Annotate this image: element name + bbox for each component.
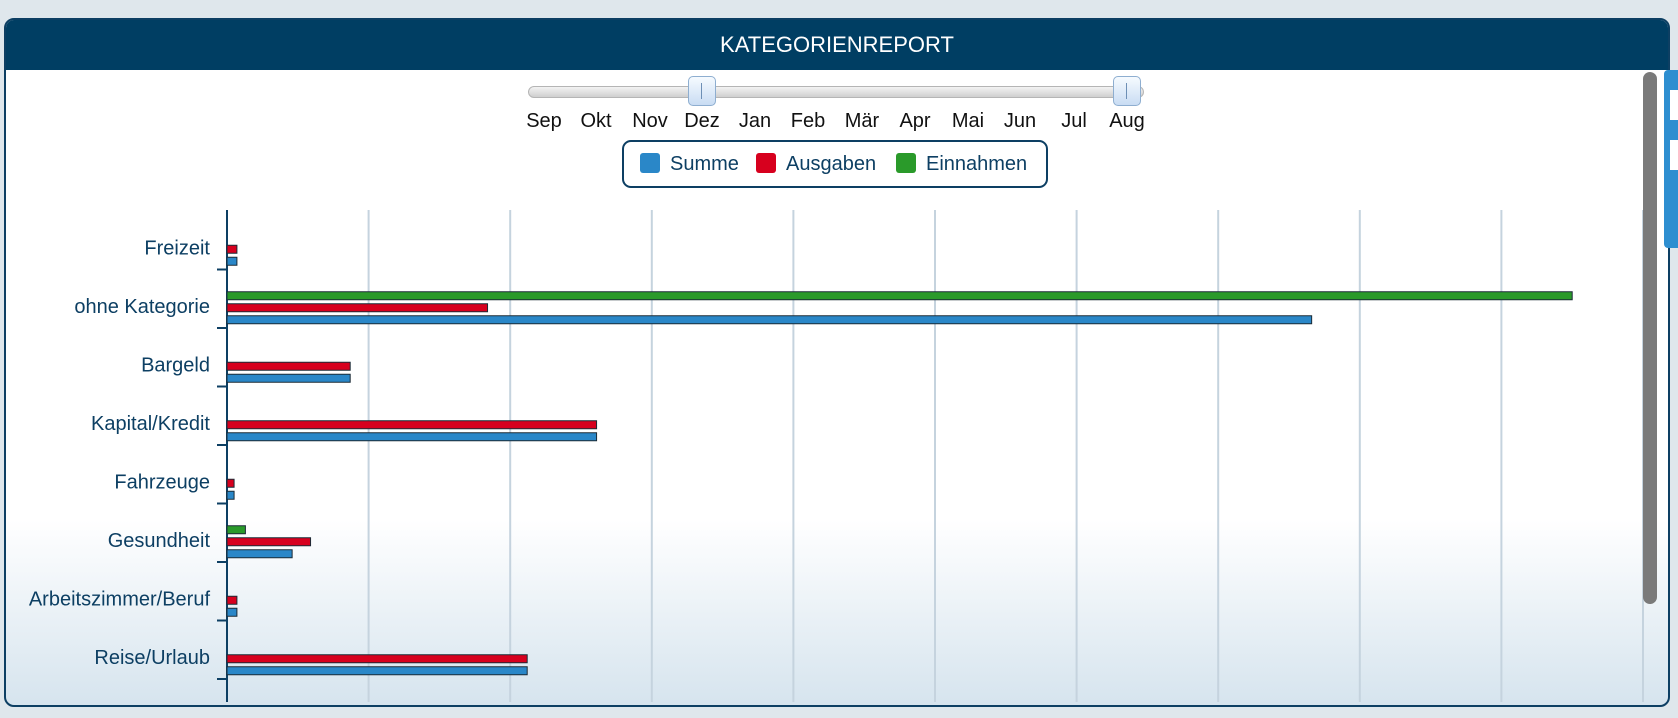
month-label: Jul <box>1061 110 1087 132</box>
bar-summe <box>226 666 528 676</box>
bar-ausgaben <box>226 420 598 430</box>
bar-ausgaben <box>226 244 238 254</box>
chart-legend: Summe Ausgaben Einnahmen <box>622 140 1048 188</box>
month-label: Okt <box>580 110 612 132</box>
bar-summe <box>226 432 598 442</box>
bar-einnahmen <box>226 525 246 535</box>
month-label: Dez <box>684 110 720 132</box>
bar-summe <box>226 373 351 383</box>
bar-summe <box>226 256 238 266</box>
vertical-scrollbar[interactable] <box>1643 72 1657 604</box>
side-panel-tab[interactable] <box>1664 70 1678 248</box>
category-label: ohne Kategorie <box>74 296 210 318</box>
month-labels: Sep Okt Nov Dez Jan Feb Mär Apr Mai Jun … <box>0 110 1678 134</box>
category-label: Arbeitszimmer/Beruf <box>29 589 211 611</box>
month-label: Feb <box>790 110 826 132</box>
legend-label: Einnahmen <box>926 153 1028 175</box>
month-label: Sep <box>526 110 562 132</box>
category-label: Gesundheit <box>108 530 211 552</box>
bar-ausgaben <box>226 537 312 547</box>
legend-swatch <box>756 153 776 173</box>
bar-summe <box>226 315 1313 325</box>
legend-swatch <box>896 153 916 173</box>
month-label: Mär <box>844 110 880 132</box>
bar-einnahmen <box>226 291 1573 301</box>
panel-title: KATEGORIENREPORT <box>6 20 1668 70</box>
category-label: Bargeld <box>141 355 210 377</box>
month-label: Jan <box>738 110 772 132</box>
category-label: Reise/Urlaub <box>94 647 210 669</box>
month-label: Apr <box>899 110 931 132</box>
month-label: Nov <box>632 110 668 132</box>
bar-summe <box>226 490 235 500</box>
bar-ausgaben <box>226 654 528 664</box>
slider-end-handle[interactable] <box>1113 76 1141 106</box>
legend-swatch <box>640 153 660 173</box>
category-label: Kapital/Kredit <box>91 413 210 435</box>
bar-summe <box>226 549 293 559</box>
bar-ausgaben <box>226 361 351 371</box>
bar-ausgaben <box>226 478 235 488</box>
bar-ausgaben <box>226 595 238 605</box>
month-label: Jun <box>1003 110 1037 132</box>
month-label: Aug <box>1109 110 1145 132</box>
month-range-slider-track[interactable] <box>528 86 1144 98</box>
slider-start-handle[interactable] <box>688 76 716 106</box>
legend-label: Summe <box>670 153 739 175</box>
month-label: Mai <box>951 110 985 132</box>
category-label: Freizeit <box>144 238 210 260</box>
bar-ausgaben <box>226 303 489 313</box>
category-label: Fahrzeuge <box>114 472 210 494</box>
legend-label: Ausgaben <box>786 153 877 175</box>
bar-summe <box>226 607 238 617</box>
